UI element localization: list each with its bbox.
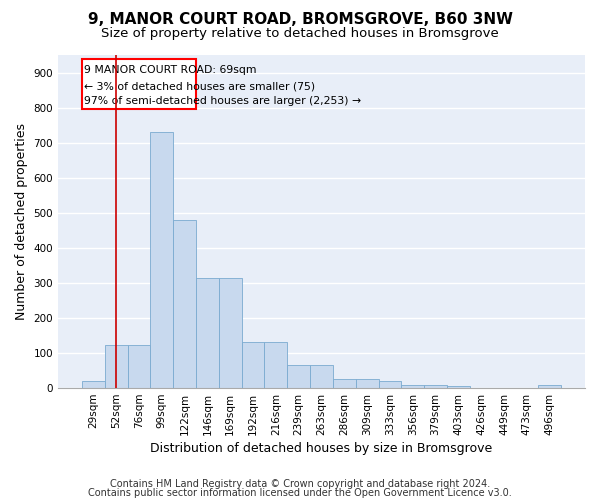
Bar [82, 381, 105, 388]
Bar [196, 278, 219, 388]
Bar [173, 220, 196, 388]
Bar [105, 346, 128, 388]
Text: Size of property relative to detached houses in Bromsgrove: Size of property relative to detached ho… [101, 26, 499, 40]
Text: 9, MANOR COURT ROAD, BROMSGROVE, B60 3NW: 9, MANOR COURT ROAD, BROMSGROVE, B60 3NW [88, 12, 512, 28]
Text: 9 MANOR COURT ROAD: 69sqm: 9 MANOR COURT ROAD: 69sqm [84, 65, 257, 75]
FancyBboxPatch shape [82, 58, 196, 110]
Bar [242, 342, 265, 388]
Bar [333, 380, 356, 388]
Text: ← 3% of detached houses are smaller (75): ← 3% of detached houses are smaller (75) [84, 81, 316, 91]
Text: Contains HM Land Registry data © Crown copyright and database right 2024.: Contains HM Land Registry data © Crown c… [110, 479, 490, 489]
Bar [310, 366, 333, 388]
Bar [538, 384, 561, 388]
Text: Contains public sector information licensed under the Open Government Licence v3: Contains public sector information licen… [88, 488, 512, 498]
Bar [287, 366, 310, 388]
X-axis label: Distribution of detached houses by size in Bromsgrove: Distribution of detached houses by size … [151, 442, 493, 455]
Text: 97% of semi-detached houses are larger (2,253) →: 97% of semi-detached houses are larger (… [84, 96, 361, 106]
Bar [401, 384, 424, 388]
Bar [265, 342, 287, 388]
Bar [424, 384, 447, 388]
Bar [151, 132, 173, 388]
Bar [356, 380, 379, 388]
Bar [447, 386, 470, 388]
Bar [128, 346, 151, 388]
Y-axis label: Number of detached properties: Number of detached properties [15, 123, 28, 320]
Bar [219, 278, 242, 388]
Bar [379, 381, 401, 388]
